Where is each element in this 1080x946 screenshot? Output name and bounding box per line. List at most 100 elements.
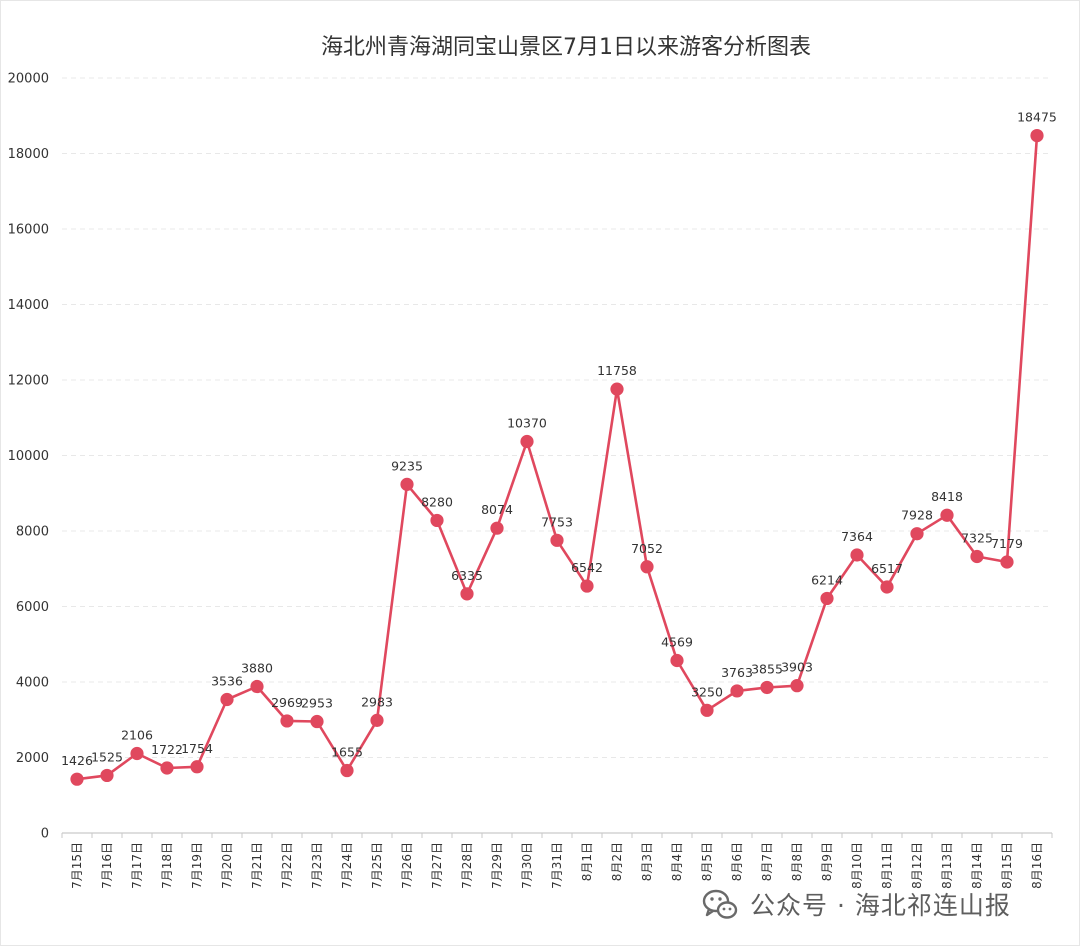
data-point bbox=[670, 653, 684, 668]
data-point bbox=[1000, 555, 1014, 569]
y-tick-label: 2000 bbox=[16, 751, 49, 766]
data-point bbox=[100, 768, 114, 783]
data-label: 3536 bbox=[211, 674, 243, 689]
x-tick-label: 8月1日 bbox=[580, 842, 594, 881]
data-point bbox=[160, 761, 174, 775]
data-point bbox=[640, 560, 654, 574]
data-label: 11758 bbox=[597, 363, 637, 378]
x-tick-label: 7月27日 bbox=[430, 842, 444, 889]
x-tick-label: 8月11日 bbox=[880, 842, 894, 889]
x-tick-label: 8月2日 bbox=[610, 842, 624, 881]
data-point bbox=[310, 714, 324, 729]
data-point bbox=[760, 680, 774, 695]
data-label: 1426 bbox=[61, 753, 93, 768]
data-point bbox=[430, 513, 444, 528]
x-tick-label: 7月31日 bbox=[550, 842, 564, 889]
data-label: 2953 bbox=[301, 696, 333, 711]
x-tick-label: 8月5日 bbox=[700, 842, 714, 881]
x-tick-label: 8月9日 bbox=[820, 842, 834, 881]
data-label: 3763 bbox=[721, 665, 753, 680]
data-point bbox=[970, 549, 984, 564]
data-label: 7325 bbox=[961, 530, 993, 545]
y-tick-label: 6000 bbox=[16, 600, 49, 615]
data-label: 7753 bbox=[541, 514, 573, 529]
x-tick-label: 8月4日 bbox=[670, 842, 684, 881]
data-point bbox=[940, 508, 954, 522]
data-label: 9235 bbox=[391, 458, 423, 473]
watermark-text: 公众号 · 海北祁连山报 bbox=[750, 891, 1011, 920]
y-tick-label: 8000 bbox=[16, 525, 49, 540]
axes bbox=[61, 832, 1053, 838]
x-tick-label: 7月17日 bbox=[130, 842, 144, 889]
data-point bbox=[610, 382, 624, 396]
y-tick-labels: 0 2000 4000 6000 8000 10000 12000 14000 16000 180… bbox=[8, 72, 49, 842]
data-label: 7179 bbox=[991, 536, 1023, 551]
data-label: 6214 bbox=[811, 572, 843, 587]
y-tick-label: 10000 bbox=[8, 449, 49, 464]
data-point bbox=[1030, 128, 1044, 143]
data-point bbox=[790, 679, 804, 693]
data-point bbox=[730, 684, 744, 698]
data-label: 7928 bbox=[901, 508, 933, 523]
x-tick-label: 8月13日 bbox=[940, 842, 954, 889]
data-label: 6335 bbox=[451, 568, 483, 583]
data-label: 1525 bbox=[91, 749, 123, 764]
data-point bbox=[220, 692, 234, 707]
x-tick-label: 7月25日 bbox=[370, 842, 384, 889]
data-points bbox=[70, 128, 1044, 786]
wechat-icon bbox=[702, 889, 738, 919]
data-point bbox=[880, 580, 894, 594]
x-tick-label: 7月23日 bbox=[310, 842, 324, 889]
data-label: 1754 bbox=[181, 741, 213, 756]
x-tick-label: 7月28日 bbox=[460, 842, 474, 889]
data-label: 18475 bbox=[1017, 110, 1057, 125]
data-point bbox=[700, 703, 714, 717]
data-point bbox=[340, 763, 354, 778]
data-point bbox=[190, 760, 204, 774]
y-tick-label: 4000 bbox=[16, 676, 49, 691]
y-tick-label: 20000 bbox=[8, 72, 49, 87]
data-label: 3250 bbox=[691, 684, 723, 699]
data-label: 6517 bbox=[871, 561, 903, 576]
x-tick-label: 8月15日 bbox=[1000, 842, 1014, 889]
data-label: 2106 bbox=[121, 727, 153, 742]
x-tick-label: 7月22日 bbox=[280, 842, 294, 889]
x-tick-label: 7月16日 bbox=[100, 842, 114, 889]
data-label: 10370 bbox=[507, 416, 547, 431]
data-point bbox=[490, 521, 504, 535]
data-label: 3880 bbox=[241, 661, 273, 676]
x-tick-label: 8月8日 bbox=[790, 842, 804, 881]
grid-lines bbox=[62, 77, 1052, 758]
x-tick-label: 7月29日 bbox=[490, 842, 504, 889]
y-tick-label: 12000 bbox=[8, 374, 49, 389]
data-point bbox=[370, 713, 384, 727]
data-point bbox=[580, 579, 594, 593]
x-tick-label: 8月16日 bbox=[1030, 842, 1044, 889]
data-point bbox=[850, 548, 864, 562]
data-point bbox=[460, 587, 474, 601]
x-tick-label: 7月20日 bbox=[220, 842, 234, 889]
x-tick-label: 8月12日 bbox=[910, 842, 924, 889]
data-label: 3855 bbox=[751, 661, 783, 676]
data-label: 1655 bbox=[331, 745, 363, 760]
x-tick-labels: 7月15日 7月16日 7月17日 7月18日 7月19日 7月20日 7月21日 7月22日… bbox=[70, 842, 1044, 889]
data-label: 8280 bbox=[421, 494, 453, 509]
watermark: 公众号 · 海北祁连山报 bbox=[700, 884, 1011, 924]
x-tick-label: 8月6日 bbox=[730, 842, 744, 881]
x-tick-label: 7月15日 bbox=[70, 842, 84, 889]
data-point bbox=[400, 477, 414, 491]
x-tick-label: 7月26日 bbox=[400, 842, 414, 889]
data-point bbox=[910, 527, 924, 541]
data-label: 7052 bbox=[631, 541, 663, 556]
data-point bbox=[550, 533, 564, 547]
data-label: 3903 bbox=[781, 660, 813, 675]
x-tick-label: 7月21日 bbox=[250, 842, 264, 889]
data-point bbox=[520, 434, 534, 449]
data-label: 4569 bbox=[661, 635, 693, 650]
data-label: 8074 bbox=[481, 502, 513, 517]
chart-title: 海北州青海湖同宝山景区7月1日以来游客分析图表 bbox=[321, 35, 811, 60]
x-tick-label: 7月24日 bbox=[340, 842, 354, 889]
data-point bbox=[820, 591, 834, 606]
